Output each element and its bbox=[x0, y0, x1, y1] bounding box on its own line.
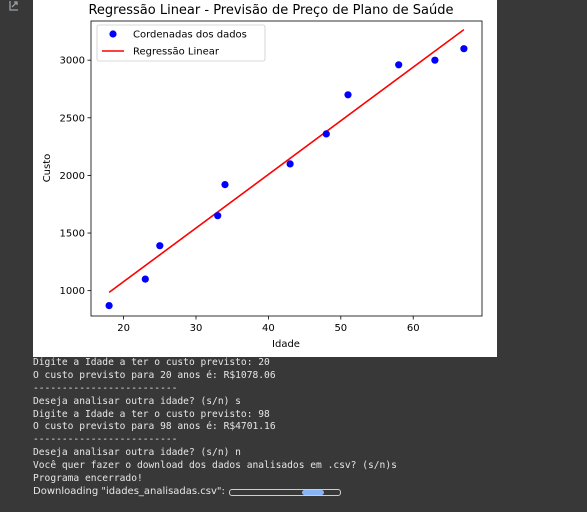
x-tick-label: 20 bbox=[117, 323, 130, 334]
download-progress-bar bbox=[228, 488, 341, 496]
plot-output: Regressão Linear - Previsão de Preço de … bbox=[33, 0, 497, 357]
x-tick-label: 30 bbox=[190, 323, 203, 334]
download-label: Downloading "idades_analisadas.csv": bbox=[33, 485, 225, 497]
legend-box bbox=[96, 24, 266, 62]
x-tick-label: 50 bbox=[334, 323, 347, 334]
regression-chart: Regressão Linear - Previsão de Preço de … bbox=[42, 3, 483, 350]
data-point bbox=[344, 91, 352, 99]
data-point bbox=[286, 160, 294, 168]
x-axis-ticks: 20 30 40 50 60 bbox=[117, 316, 420, 334]
legend-label-regression: Regressão Linear bbox=[133, 47, 220, 58]
x-axis-label: Idade bbox=[272, 339, 300, 350]
legend-scatter-marker bbox=[109, 30, 117, 38]
data-point bbox=[460, 45, 468, 53]
y-tick-label: 2000 bbox=[60, 171, 85, 182]
x-tick-label: 60 bbox=[407, 323, 420, 334]
y-tick-label: 1500 bbox=[60, 229, 85, 240]
console-line: O custo previsto para 98 anos é: R$4701.… bbox=[33, 421, 276, 433]
console-line: Digite a Idade a ter o custo previsto: 2… bbox=[33, 357, 270, 368]
console-output: Digite a Idade a ter o custo previsto: 2… bbox=[33, 357, 573, 499]
x-tick-label: 40 bbox=[262, 323, 275, 334]
chart-marks bbox=[105, 28, 468, 310]
console-line: O custo previsto para 20 anos é: R$1078.… bbox=[33, 369, 276, 381]
data-point bbox=[105, 302, 113, 310]
data-point bbox=[214, 212, 222, 220]
legend-label-data: Cordenadas dos dados bbox=[133, 30, 247, 41]
console-line: Você quer fazer o download dos dados ana… bbox=[33, 460, 397, 472]
y-tick-label: 2500 bbox=[60, 113, 85, 124]
console-line: Programa encerrado! bbox=[33, 473, 143, 485]
console-line: Deseja analisar outra idade? (s/n) n bbox=[33, 447, 241, 459]
download-progress-fill bbox=[301, 489, 324, 495]
data-point bbox=[431, 56, 439, 64]
regression-line bbox=[108, 28, 465, 294]
console-line: ------------------------- bbox=[33, 434, 178, 446]
output-icon[interactable] bbox=[8, 0, 20, 12]
data-point bbox=[221, 181, 229, 189]
y-axis-ticks: 1000 1500 2000 2500 3000 bbox=[60, 56, 91, 297]
data-point bbox=[322, 130, 330, 138]
chart-title: Regressão Linear - Previsão de Preço de … bbox=[88, 3, 453, 18]
y-axis-label: Custo bbox=[42, 154, 53, 183]
console-line: Deseja analisar outra idade? (s/n) s bbox=[33, 395, 241, 407]
chart-legend: Cordenadas dos dados Regressão Linear bbox=[96, 24, 266, 62]
y-tick-label: 3000 bbox=[60, 56, 85, 67]
data-point bbox=[156, 242, 164, 250]
data-point bbox=[141, 275, 149, 283]
download-status: Downloading "idades_analisadas.csv": bbox=[33, 486, 573, 499]
y-tick-label: 1000 bbox=[60, 286, 85, 297]
plot-frame bbox=[90, 20, 483, 317]
data-point bbox=[395, 61, 403, 69]
console-line: ------------------------- bbox=[33, 382, 178, 394]
console-line: Digite a Idade a ter o custo previsto: 9… bbox=[33, 408, 270, 420]
